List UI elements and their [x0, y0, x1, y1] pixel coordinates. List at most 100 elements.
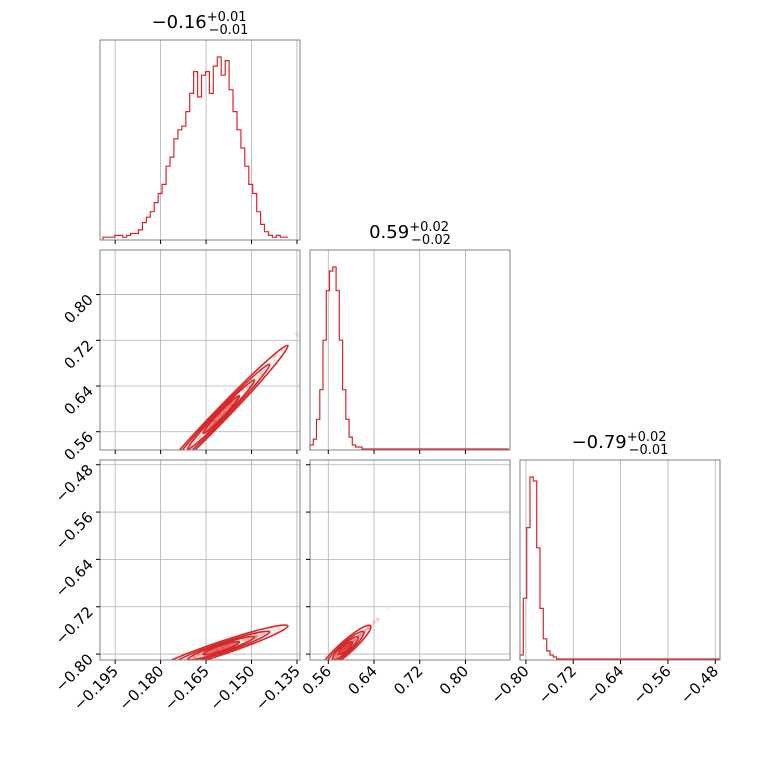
scatter-panel-1-marks: [123, 624, 291, 683]
scatter-point: [170, 662, 173, 665]
scatter-point: [376, 619, 380, 623]
scatter-point: [255, 634, 259, 638]
scatter-point: [164, 664, 167, 667]
scatter-point: [360, 632, 364, 636]
scatter-point: [278, 626, 282, 630]
scatter-point: [167, 469, 170, 472]
scatter-point: [335, 654, 339, 658]
scatter-point: [367, 625, 371, 629]
scatter-point: [157, 478, 160, 481]
scatter-point: [258, 634, 262, 638]
y-tick-label-1-2: 0.72: [60, 336, 96, 372]
scatter-point: [195, 653, 200, 658]
scatter-point: [241, 389, 245, 394]
scatter-point: [163, 474, 166, 477]
scatter-point: [261, 632, 265, 637]
scatter-panel-1-frame: [99, 459, 301, 661]
scatter-point: [272, 355, 276, 359]
scatter-point: [169, 468, 172, 471]
y-tick-label-1-0: 0.56: [60, 428, 96, 464]
scatter-point: [194, 437, 199, 441]
scatter-point: [176, 455, 179, 458]
scatter-point: [170, 464, 173, 467]
scatter-point: [198, 653, 202, 657]
scatter-point: [364, 628, 368, 633]
scatter-point: [352, 639, 356, 643]
scatter-point: [366, 625, 370, 630]
scatter-point: [182, 457, 185, 460]
scatter-point: [147, 488, 150, 491]
scatter-point: [365, 627, 369, 631]
scatter-panel-2-grid: [310, 460, 510, 660]
scatter-point: [262, 368, 266, 372]
scatter-point: [242, 389, 246, 393]
scatter-point: [335, 654, 339, 658]
scatter-point: [366, 627, 370, 631]
histogram-step-0: [102, 56, 289, 240]
scatter-point: [375, 617, 380, 621]
hist-panel-2-grid: [525, 460, 716, 660]
scatter-point: [198, 435, 202, 439]
scatter-point: [255, 634, 259, 638]
scatter-point: [358, 633, 363, 637]
scatter-point: [254, 376, 258, 380]
y-tick-label-1-3: 0.80: [60, 291, 96, 327]
scatter-point: [255, 633, 259, 637]
scatter-point: [145, 488, 148, 491]
scatter-point: [376, 617, 380, 621]
scatter-point: [271, 628, 275, 632]
scatter-point: [273, 630, 277, 634]
y-tick-label-1-1: 0.64: [60, 382, 96, 418]
x-tick-label-1-2: 0.72: [390, 662, 426, 698]
scatter-point: [254, 635, 258, 639]
scatter-point: [179, 456, 182, 459]
scatter-point: [295, 332, 299, 336]
scatter-panel-0-frame: [99, 249, 301, 451]
scatter-point: [186, 450, 189, 453]
scatter-point: [170, 665, 173, 668]
scatter-point: [357, 633, 362, 637]
scatter-point: [263, 631, 267, 636]
scatter-point: [257, 375, 261, 379]
contour-level-3: [337, 640, 354, 656]
scatter-point: [197, 654, 201, 658]
scatter-point: [166, 470, 169, 473]
panel-title-1: 0.59+0.02 −0.02: [369, 220, 451, 248]
scatter-point: [255, 374, 259, 378]
scatter-point: [365, 626, 369, 631]
scatter-point: [280, 349, 284, 353]
contour-level-2: [331, 635, 359, 660]
contour-level-1: [171, 363, 271, 450]
scatter-point: [274, 354, 278, 358]
scatter-point: [373, 621, 377, 625]
scatter-point: [180, 661, 183, 664]
hist-panel-1-grid: [327, 250, 466, 450]
x-tick-label-1-0: 0.56: [299, 662, 335, 698]
x-tick-label-2-1: −0.72: [535, 662, 580, 707]
scatter-point: [165, 665, 168, 668]
scatter-point: [365, 625, 370, 630]
scatter-point: [352, 638, 356, 642]
scatter-point: [123, 680, 126, 683]
scatter-point: [358, 634, 362, 639]
scatter-point: [301, 329, 304, 332]
contour-level-1: [171, 630, 271, 660]
scatter-point: [180, 452, 183, 455]
x-tick-label-1-3: 0.80: [436, 662, 472, 698]
scatter-point: [259, 372, 263, 376]
scatter-point: [182, 662, 185, 665]
histogram-step-1: [309, 266, 509, 450]
scatter-point: [256, 634, 260, 638]
contour-level-2: [187, 635, 256, 660]
hist-panel-2-frame: [519, 459, 721, 661]
scatter-point: [198, 653, 203, 657]
contour-level-3: [202, 640, 241, 656]
scatter-point: [358, 632, 362, 637]
scatter-point: [164, 664, 167, 667]
scatter-point: [169, 663, 172, 666]
x-tick-label-0-2: −0.165: [161, 662, 213, 714]
scatter-point: [271, 627, 275, 632]
scatter-point: [164, 468, 167, 471]
scatter-point: [194, 655, 198, 659]
scatter-point: [162, 667, 165, 670]
